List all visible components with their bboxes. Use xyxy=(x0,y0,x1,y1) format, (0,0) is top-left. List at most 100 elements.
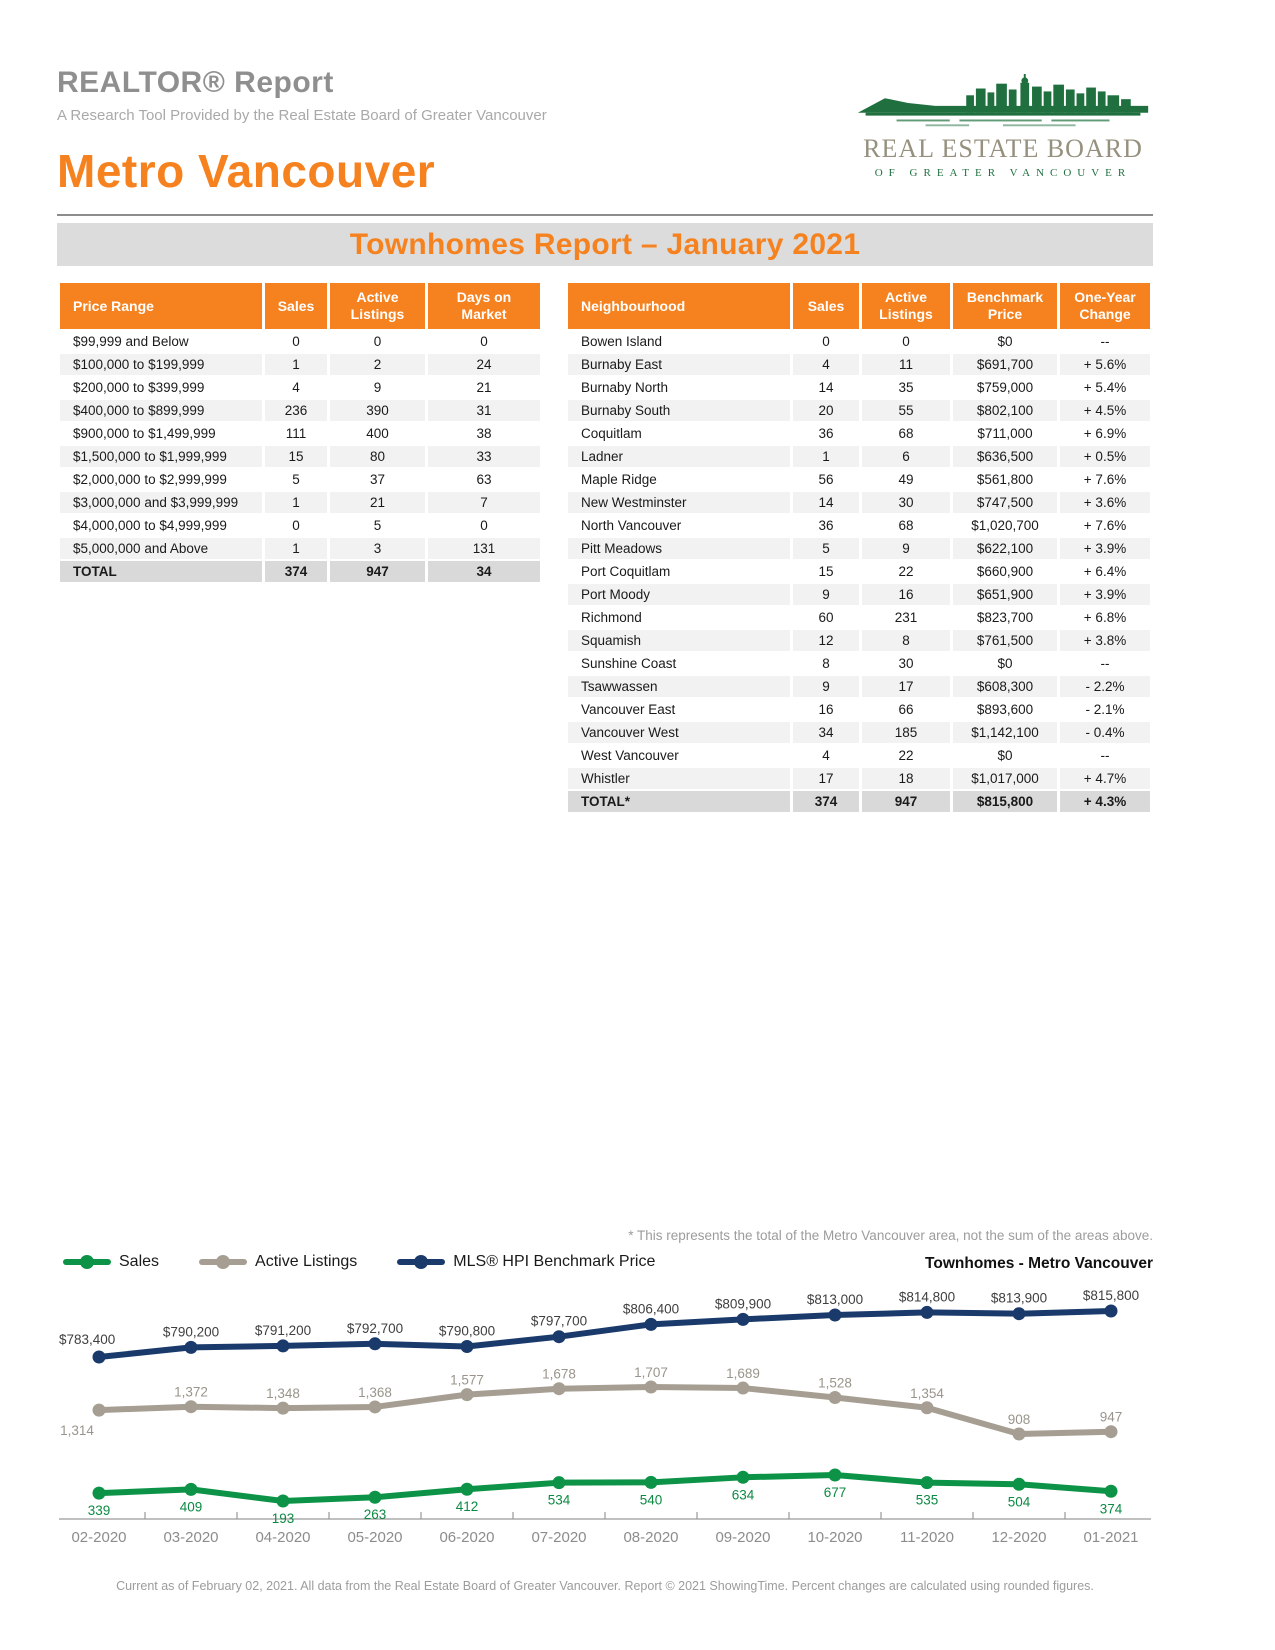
table-row: $100,000 to $199,999 1 2 24 xyxy=(60,354,540,375)
data-label: $790,200 xyxy=(163,1324,219,1339)
chart-point xyxy=(276,1339,290,1353)
cell-value: 374 xyxy=(265,561,327,582)
row-label: Coquitlam xyxy=(568,423,790,444)
chart-point xyxy=(368,1490,382,1504)
cell-value: 34 xyxy=(428,561,540,582)
column-header: Active Listings xyxy=(862,283,950,329)
tables-section: Price Range Sales Active Listings Days o… xyxy=(57,281,1153,814)
logo-text-line1: REAL ESTATE BOARD xyxy=(863,134,1143,163)
cell-value: $691,700 xyxy=(953,354,1057,375)
data-label: 1,314 xyxy=(60,1423,94,1438)
cell-value: 68 xyxy=(862,515,950,536)
table-total-row: TOTAL 374 947 34 xyxy=(60,561,540,582)
total-footnote: * This represents the total of the Metro… xyxy=(628,1228,1153,1243)
data-label: $791,200 xyxy=(255,1323,311,1338)
page-header: REALTOR® Report A Research Tool Provided… xyxy=(57,0,1153,198)
cell-value: + 4.7% xyxy=(1060,768,1150,789)
table-row: Whistler 17 18 $1,017,000 + 4.7% xyxy=(568,768,1150,789)
column-header: Neighbourhood xyxy=(568,283,790,329)
data-label: 193 xyxy=(272,1511,295,1526)
table-row: Vancouver East 16 66 $893,600- 2.1% xyxy=(568,699,1150,720)
table-row: New Westminster 14 30 $747,500 + 3.6% xyxy=(568,492,1150,513)
data-label: 1,368 xyxy=(358,1385,392,1400)
chart-point xyxy=(920,1305,934,1319)
table-row: Burnaby North 14 35 $759,000 + 5.4% xyxy=(568,377,1150,398)
cell-value: 9 xyxy=(330,377,425,398)
chart-point xyxy=(460,1339,474,1353)
cell-value: + 6.8% xyxy=(1060,607,1150,628)
table-row: $5,000,000 and Above 1 3 131 xyxy=(60,538,540,559)
table-row: Sunshine Coast 8 30 $0 -- xyxy=(568,653,1150,674)
table-row: Coquitlam 36 68 $711,000 + 6.9% xyxy=(568,423,1150,444)
cell-value: 236 xyxy=(265,400,327,421)
cell-value: 60 xyxy=(793,607,859,628)
x-tick-label: 11-2020 xyxy=(900,1529,954,1546)
table-row: Maple Ridge 56 49 $561,800 + 7.6% xyxy=(568,469,1150,490)
table-row: $2,000,000 to $2,999,999 5 37 63 xyxy=(60,469,540,490)
table-row: Burnaby South 20 55 $802,100 + 4.5% xyxy=(568,400,1150,421)
chart-line xyxy=(96,1472,1114,1504)
table-row: $3,000,000 and $3,999,999 1 21 7 xyxy=(60,492,540,513)
row-label: $4,000,000 to $4,999,999 xyxy=(60,515,262,536)
data-label: 947 xyxy=(1100,1410,1123,1425)
trend-chart: 02-2020 03-2020 04-2020 05-2020 06-2020 07-20… xyxy=(59,1288,1151,1546)
cell-value: + 6.4% xyxy=(1060,561,1150,582)
chart-point xyxy=(828,1308,842,1322)
row-label: $99,999 and Below xyxy=(60,331,262,352)
row-label: Squamish xyxy=(568,630,790,651)
cell-value: $608,300 xyxy=(953,676,1057,697)
chart-header: Sales Active Listings MLS® HPI Benchmark… xyxy=(57,1253,1153,1273)
table-row: Tsawwassen 9 17 $608,300- 2.2% xyxy=(568,676,1150,697)
cell-value: 35 xyxy=(862,377,950,398)
column-header: Days on Market xyxy=(428,283,540,329)
cell-value: 4 xyxy=(793,354,859,375)
column-header: Sales xyxy=(793,283,859,329)
table-row: Port Coquitlam 15 22 $660,900 + 6.4% xyxy=(568,561,1150,582)
data-label: 412 xyxy=(456,1499,479,1514)
cell-value: + 5.6% xyxy=(1060,354,1150,375)
page-footer: Current as of February 02, 2021. All dat… xyxy=(116,1579,1094,1593)
report-title: REALTOR® Report xyxy=(57,66,334,99)
cell-value: 22 xyxy=(862,745,950,766)
row-label: Bowen Island xyxy=(568,331,790,352)
column-header: One-Year Change xyxy=(1060,283,1150,329)
cell-value: 400 xyxy=(330,423,425,444)
column-header: Price Range xyxy=(60,283,262,329)
row-label: $2,000,000 to $2,999,999 xyxy=(60,469,262,490)
chart-point xyxy=(92,1486,106,1500)
cell-value: + 7.6% xyxy=(1060,515,1150,536)
cell-value: 9 xyxy=(862,538,950,559)
cell-value: 4 xyxy=(793,745,859,766)
x-tick-label: 08-2020 xyxy=(623,1529,678,1546)
cell-value: 49 xyxy=(862,469,950,490)
x-tick-label: 07-2020 xyxy=(531,1529,586,1546)
cell-value: 4 xyxy=(265,377,327,398)
cell-value: 1 xyxy=(265,492,327,513)
table-header-row: Price Range Sales Active Listings Days o… xyxy=(60,283,540,329)
legend-item-sales: Sales xyxy=(63,1253,159,1271)
cell-value: + 3.9% xyxy=(1060,538,1150,559)
report-page: REALTOR® Report A Research Tool Provided… xyxy=(57,0,1153,1593)
cell-value: - 2.2% xyxy=(1060,676,1150,697)
row-label: Sunshine Coast xyxy=(568,653,790,674)
chart-legend: Sales Active Listings MLS® HPI Benchmark… xyxy=(63,1253,655,1271)
data-label: 535 xyxy=(916,1493,939,1508)
chart-point xyxy=(276,1401,290,1415)
row-label: Whistler xyxy=(568,768,790,789)
cell-value: $636,500 xyxy=(953,446,1057,467)
chart-point xyxy=(1104,1425,1118,1439)
cell-value: + 3.9% xyxy=(1060,584,1150,605)
table-header-row: Neighbourhood Sales Active Listings Benc… xyxy=(568,283,1150,329)
cell-value: 2 xyxy=(330,354,425,375)
table-row: Port Moody 9 16 $651,900 + 3.9% xyxy=(568,584,1150,605)
row-label: Richmond xyxy=(568,607,790,628)
data-label: 908 xyxy=(1008,1412,1031,1427)
chart-point xyxy=(644,1475,658,1489)
chart-point xyxy=(1012,1477,1026,1491)
table-row: Squamish 12 8 $761,500 + 3.8% xyxy=(568,630,1150,651)
cell-value: 31 xyxy=(428,400,540,421)
chart-point xyxy=(1012,1307,1026,1321)
cell-value: 5 xyxy=(793,538,859,559)
chart-point xyxy=(552,1476,566,1490)
row-label: Ladner xyxy=(568,446,790,467)
